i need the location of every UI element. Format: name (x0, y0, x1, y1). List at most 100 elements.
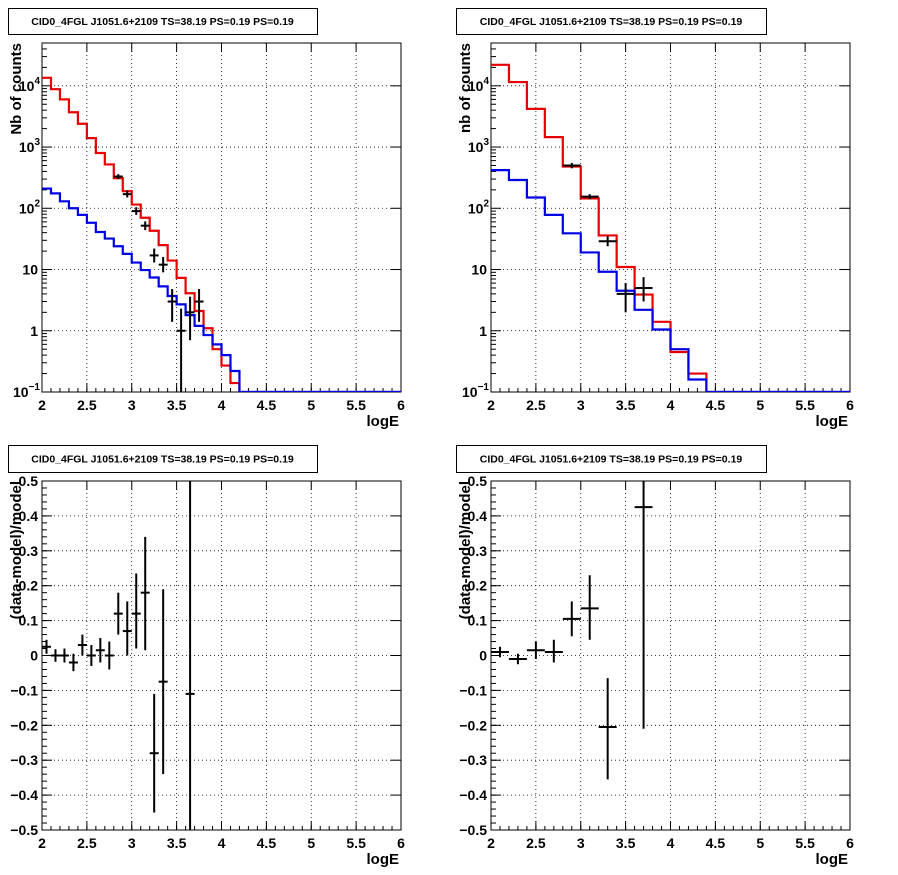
data-point (634, 277, 653, 302)
data-point (616, 283, 635, 313)
y-tick-label: 103 (468, 137, 490, 155)
data-point (140, 536, 150, 651)
y-axis-label: (data-model)/model (457, 481, 474, 619)
plot-pad-1: CID0_4FGL J1051.6+2109 TS=38.19 PS=0.19 … (8, 8, 405, 430)
data-point (113, 174, 123, 180)
x-tick-label: 2.5 (77, 835, 97, 851)
y-tick-exponent: 4 (483, 76, 489, 87)
x-tick-label: 5 (756, 397, 764, 413)
x-axis-label: logE (367, 851, 400, 868)
y-tick-label: 102 (468, 198, 490, 216)
data-series (562, 162, 653, 313)
x-tick-label: 5 (307, 835, 315, 851)
x-tick-label: 6 (846, 397, 854, 413)
y-tick-label: 0 (479, 648, 487, 664)
y-axis-label: (data-model)/model (8, 481, 25, 619)
x-tick-label: 4.5 (257, 397, 277, 413)
data-point (104, 641, 114, 670)
data-point (158, 589, 168, 775)
y-tick-label: −0.4 (10, 787, 38, 803)
y-tick-exponent: −1 (478, 382, 490, 393)
x-tick-label: 2.5 (77, 397, 97, 413)
data-point (508, 653, 527, 665)
x-tick-label: 3 (577, 835, 585, 851)
title-box (8, 445, 318, 473)
x-tick-label: 4 (218, 835, 226, 851)
data-point (185, 296, 195, 341)
x-tick-label: 2 (38, 835, 46, 851)
source_model-histogram (42, 187, 401, 392)
y-tick-label: −0.1 (10, 682, 38, 698)
title-box (8, 8, 318, 35)
chart-title: CID0_4FGL J1051.6+2109 TS=38.19 PS=0.19 … (480, 16, 743, 28)
x-tick-label: 4 (667, 397, 675, 413)
y-tick-label: −0.2 (10, 717, 38, 733)
data-point (167, 289, 177, 322)
data-point (526, 641, 545, 659)
chart-title: CID0_4FGL J1051.6+2109 TS=38.19 PS=0.19 … (480, 454, 743, 466)
y-tick-label: −0.5 (10, 822, 38, 838)
x-tick-label: 2.5 (526, 835, 546, 851)
data-point (634, 481, 653, 729)
source_model-series (42, 187, 401, 392)
y-tick-base: 10 (19, 139, 35, 155)
x-tick-label: 4.5 (706, 835, 726, 851)
y-axis-label: nb of counts (457, 43, 474, 133)
x-tick-label: 4.5 (257, 835, 277, 851)
y-tick-exponent: 4 (34, 76, 40, 87)
y-tick-label: 10 (471, 262, 487, 278)
data-point (131, 573, 141, 649)
x-tick-label: 4.5 (706, 397, 726, 413)
x-tick-label: 2 (487, 835, 495, 851)
y-tick-label: 0 (30, 648, 38, 664)
y-tick-label: 0.4 (19, 508, 39, 524)
y-tick-label: 1 (479, 323, 487, 339)
chart-title: CID0_4FGL J1051.6+2109 TS=38.19 PS=0.19 … (31, 454, 294, 466)
y-tick-exponent: 3 (483, 137, 489, 148)
y-tick-label: 0.4 (468, 508, 488, 524)
data-point (176, 308, 186, 392)
chart-title: CID0_4FGL J1051.6+2109 TS=38.19 PS=0.19 … (31, 16, 294, 28)
x-axis-label: logE (367, 413, 400, 430)
y-tick-exponent: 2 (483, 198, 489, 209)
y-tick-exponent: 3 (34, 137, 40, 148)
data-point (68, 653, 78, 672)
x-tick-label: 2.5 (526, 397, 546, 413)
y-tick-label: 102 (19, 198, 41, 216)
x-tick-label: 5.5 (795, 397, 815, 413)
y-tick-label: 103 (19, 137, 41, 155)
data-point (580, 194, 599, 200)
data-point (122, 601, 132, 656)
y-tick-base: 10 (19, 78, 35, 94)
x-tick-label: 3.5 (616, 397, 636, 413)
data-point (158, 257, 168, 273)
grid-lines (42, 43, 401, 392)
data-point (95, 638, 105, 663)
y-tick-label: −0.5 (459, 822, 487, 838)
x-tick-label: 3.5 (616, 835, 636, 851)
x-tick-label: 3.5 (167, 397, 187, 413)
y-tick-base: 10 (462, 384, 478, 400)
y-tick-label: −0.4 (459, 787, 487, 803)
x-tick-label: 6 (846, 835, 854, 851)
x-tick-label: 2 (38, 397, 46, 413)
data-point (59, 648, 69, 663)
x-tick-label: 3 (128, 835, 136, 851)
total_model-series (42, 76, 401, 392)
y-tick-label: 104 (468, 76, 490, 94)
x-tick-label: 3.5 (167, 835, 187, 851)
y-tick-label: 0.5 (468, 473, 488, 489)
data-series (491, 481, 653, 780)
plot-pad-3: CID0_4FGL J1051.6+2109 TS=38.19 PS=0.19 … (8, 445, 405, 868)
data-point (544, 639, 563, 663)
x-tick-label: 5.5 (795, 835, 815, 851)
y-tick-label: 10−1 (462, 382, 489, 400)
x-tick-label: 2 (487, 397, 495, 413)
x-tick-label: 3 (128, 397, 136, 413)
data-point (580, 575, 599, 640)
total_model-histogram (42, 76, 401, 392)
source_model-series (491, 169, 850, 392)
data-point (86, 645, 96, 666)
data-point (50, 649, 60, 662)
y-tick-label: 0.1 (19, 613, 39, 629)
